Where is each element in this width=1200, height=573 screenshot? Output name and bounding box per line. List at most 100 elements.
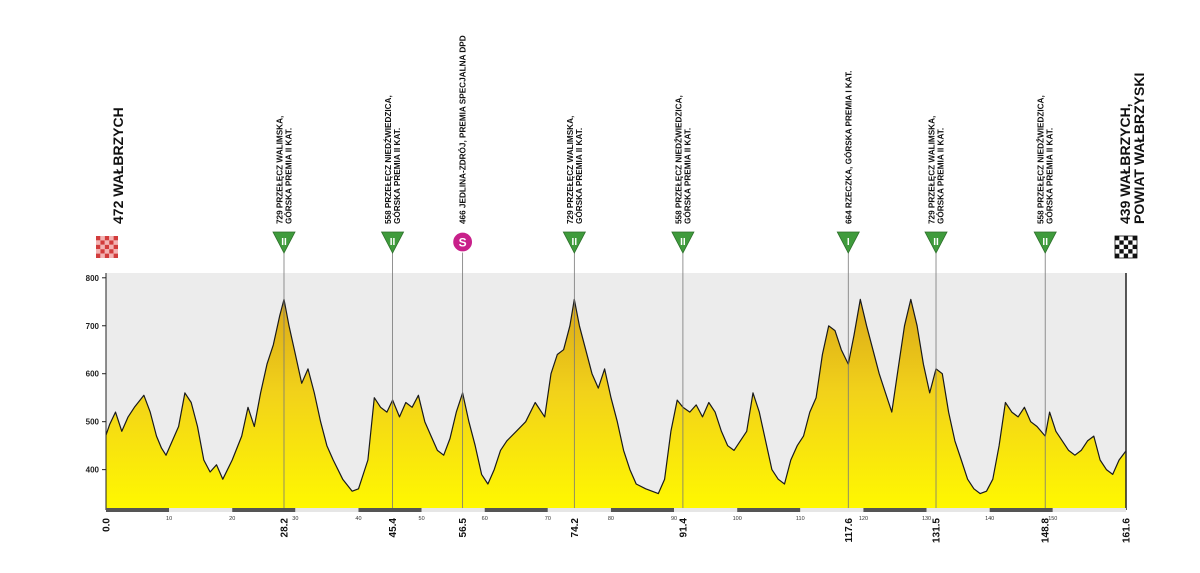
kom-badge-label: II (390, 237, 396, 248)
start-flag-cell (104, 253, 110, 258)
finish-flag-cell (1115, 244, 1120, 250)
x-tick-label-major: 56.5 (458, 518, 469, 538)
kom-icon (836, 231, 860, 254)
x-axis-band (106, 508, 170, 512)
start-flag-cell (109, 236, 114, 241)
kom-icon (1033, 231, 1057, 254)
marker-4: II 729 PRZEŁĘCZ WALIMSKA, GÓRSKA PREMIA II… (562, 116, 587, 508)
marker-label: 466 JEDLINA-ZDRÓJ, PREMIA SPECJALNA DPD (457, 35, 468, 224)
start-flag-cell (100, 236, 105, 241)
start-flag-cell (100, 249, 105, 254)
kom-badge-label: II (281, 237, 287, 248)
x-axis-band (358, 508, 422, 512)
x-tick-label-minor: 80 (608, 516, 614, 522)
marker-label: 558 PRZEŁĘCZ NIEDŹWIEDZICA, (673, 95, 683, 224)
finish-flag-cell (1115, 236, 1120, 241)
kom-icon (562, 231, 587, 254)
x-tick-label-minor: 90 (671, 516, 677, 522)
finish-flag-border (1114, 235, 1138, 259)
marker-label: GÓRSKA PREMIA II KAT. (1044, 128, 1055, 224)
x-tick-label-major: 28.2 (279, 518, 290, 538)
finish-flag-cell (1132, 249, 1137, 254)
x-axis-band (737, 508, 801, 512)
finish-flag-cell (1119, 240, 1124, 245)
start-flag-cell (109, 240, 114, 245)
x-axis-band (421, 508, 485, 512)
elevation-line (105, 298, 1127, 495)
marker-1: II 729 PRZEŁĘCZ WALIMSKA, GÓRSKA PREMIA II… (272, 116, 296, 508)
x-tick-label-minor: 60 (482, 516, 488, 522)
kom-badge-label: I (847, 237, 850, 248)
finish-flag-cell (1128, 253, 1133, 258)
y-tick-label: 700 (86, 322, 100, 331)
marker-5: II 558 PRZEŁĘCZ NIEDŹWIEDZICA, GÓRSKA PREM… (671, 95, 695, 508)
finish-flag-cell (1119, 236, 1124, 241)
finish-flag-cell (1128, 249, 1133, 254)
x-tick-label-major: 161.6 (1122, 518, 1133, 543)
x-tick-label-minor: 110 (796, 516, 805, 522)
start-label: 472 WAŁBRZYCH (110, 107, 126, 224)
x-tick-label-minor: 100 (733, 516, 742, 522)
start-flag-cell (104, 240, 110, 245)
kom-badge-label: II (1042, 237, 1048, 248)
kom-badge-label: II (933, 237, 939, 248)
x-axis-band (484, 508, 548, 512)
marker-label: GÓRSKA PREMIA II KAT. (391, 128, 402, 224)
x-tick-label-minor: 50 (419, 516, 425, 522)
y-tick-label: 500 (86, 418, 100, 427)
finish-flag-cell (1132, 236, 1137, 241)
start-flag-icon (96, 236, 118, 258)
x-tick-label-minor: 30 (292, 516, 298, 522)
start-flag-cell (104, 244, 110, 250)
x-tick-label-minor: 40 (355, 516, 361, 522)
x-tick-label-major: 45.4 (388, 518, 399, 538)
finish-flag-icon (1114, 235, 1138, 259)
y-tick-label: 800 (86, 274, 100, 283)
x-axis-band (674, 508, 738, 512)
x-tick-label-minor: 70 (545, 516, 551, 522)
marker-label: GÓRSKA PREMIA II KAT. (282, 128, 293, 224)
marker-2: II 558 PRZEŁĘCZ NIEDŹWIEDZICA, GÓRSKA PREM… (380, 95, 405, 508)
finish-flag-cell (1115, 249, 1120, 254)
x-tick-label-major: 148.8 (1041, 518, 1052, 543)
start-flag-cell (113, 244, 118, 250)
marker-label: 558 PRZEŁĘCZ NIEDŹWIEDZICA, (383, 95, 393, 224)
marker-label: 729 PRZEŁĘCZ WALIMSKA, (566, 116, 575, 224)
sprint-badge-label: S (459, 236, 467, 250)
finish-flag-cell (1123, 244, 1129, 250)
start-flag-cell (113, 249, 118, 254)
start-flag-cell (113, 253, 118, 258)
start-flag-cell (96, 240, 101, 245)
finish-flag-cell (1119, 244, 1124, 250)
finish-flag-cell (1128, 240, 1133, 245)
start-flag-cell (113, 236, 118, 241)
x-axis-band (232, 508, 296, 512)
x-tick-label-minor: 130 (922, 516, 931, 522)
start-flag-cell (96, 236, 101, 241)
x-tick-label-major: 131.5 (932, 518, 943, 543)
finish-flag-cell (1123, 236, 1129, 241)
x-axis-band (169, 508, 233, 512)
finish-flag-cell (1132, 240, 1137, 245)
marker-label: GÓRSKA PREMIA II KAT. (935, 128, 946, 224)
finish-flag-cell (1115, 253, 1120, 258)
sprint-icon (452, 231, 474, 253)
finish-flag-cell (1128, 236, 1133, 241)
start-flag-cell (96, 249, 101, 254)
marker-label: GÓRSKA PREMIA II KAT. (573, 128, 584, 224)
finish-flag-cell (1119, 249, 1124, 254)
finish-flag-cell (1132, 253, 1137, 258)
x-axis-band (610, 508, 675, 512)
start-flag-cell (96, 253, 101, 258)
x-tick-label-minor: 120 (859, 516, 868, 522)
kom-badge-label: II (680, 237, 686, 248)
x-tick-label-minor: 20 (229, 516, 235, 522)
start-flag-cell (100, 244, 105, 250)
finish-flag-cell (1123, 249, 1129, 254)
marker-label: 729 PRZEŁĘCZ WALIMSKA, (275, 116, 284, 224)
y-tick-label: 400 (86, 466, 100, 475)
start-flag-cell (104, 236, 110, 241)
x-axis-band (295, 508, 359, 512)
marker-6: I 664 RZECZKA, GÓRSKA PREMIA I KAT. (836, 71, 860, 508)
